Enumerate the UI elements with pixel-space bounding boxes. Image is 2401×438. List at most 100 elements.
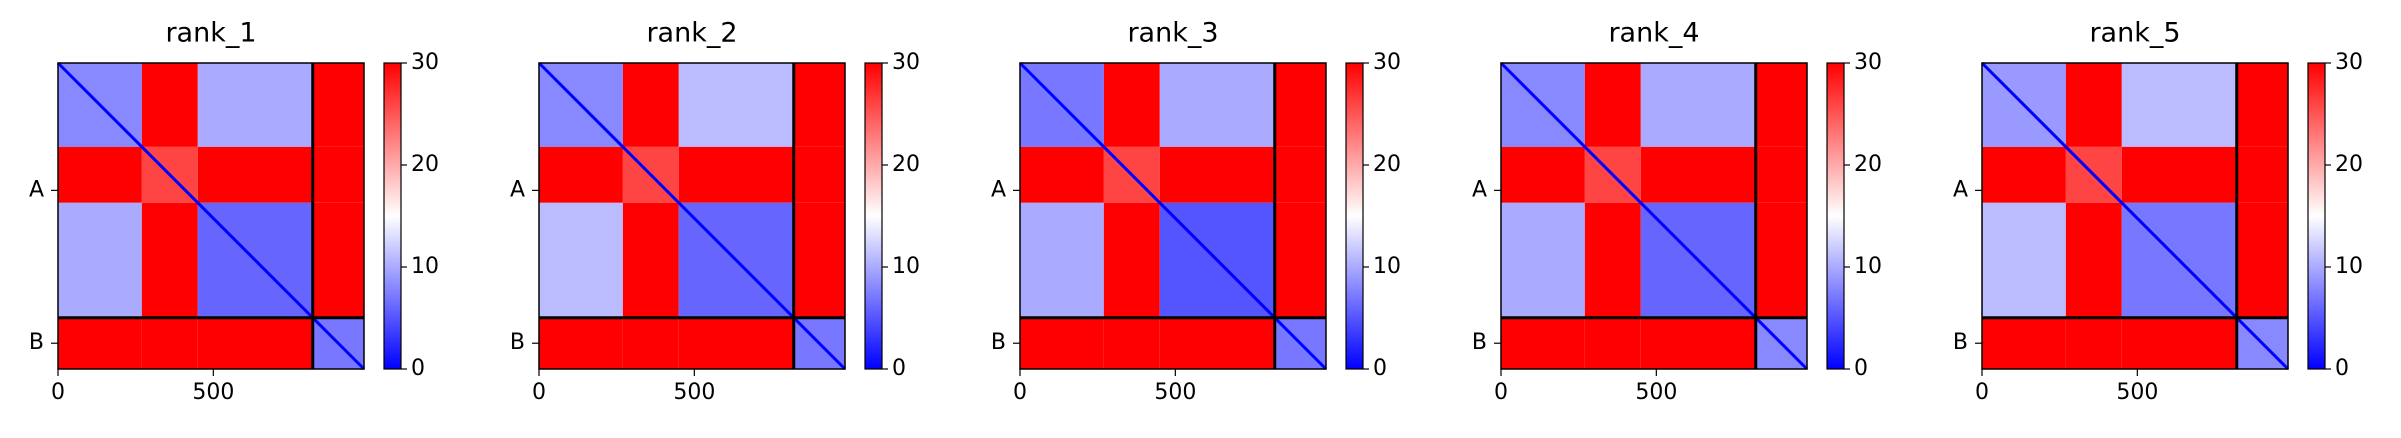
heatmap-cell	[1584, 63, 1641, 147]
heatmap-cell	[1982, 317, 2066, 369]
heatmap-cell	[2065, 317, 2122, 369]
y-tick-label: A	[29, 177, 44, 202]
heatmap-cell	[1584, 202, 1641, 318]
colorbar	[2307, 62, 2326, 370]
colorbar-tick-label: 10	[411, 254, 439, 279]
heatmap-cell	[1274, 146, 1326, 203]
colorbar	[864, 62, 883, 370]
heatmap-cell	[678, 146, 794, 203]
colorbar-tick-label: 10	[1854, 254, 1882, 279]
heatmap-cell	[678, 317, 794, 369]
colorbar-tick-label: 20	[2335, 152, 2363, 177]
y-tick-label: A	[1472, 177, 1487, 202]
colorbar-tick-label: 20	[1373, 152, 1401, 177]
heatmap-cell	[58, 317, 142, 369]
colorbar	[1345, 62, 1364, 370]
y-tick-label: A	[1953, 177, 1968, 202]
colorbar-tick-label: 20	[892, 152, 920, 177]
heatmap-cell	[1103, 63, 1160, 147]
y-tick-label: B	[29, 330, 44, 355]
heatmap-cell	[1584, 317, 1641, 369]
x-tick-label: 0	[532, 380, 546, 405]
colorbar	[383, 62, 402, 370]
heatmap-cell	[622, 317, 679, 369]
colorbar-tick-label: 20	[411, 152, 439, 177]
panel-title: rank_4	[1608, 18, 1699, 49]
heatmap-cell	[1755, 202, 1807, 318]
colorbar	[1826, 62, 1845, 370]
colorbar-tick-label: 30	[2335, 50, 2363, 75]
heatmap-cell	[1755, 63, 1807, 147]
x-tick-label: 0	[51, 380, 65, 405]
heatmap-cell	[141, 202, 198, 318]
heatmap-cell	[1640, 63, 1756, 147]
heatmap-cell	[141, 317, 198, 369]
heatmap-cell	[678, 63, 794, 147]
heatmap-cell	[793, 202, 845, 318]
heatmap-cell	[2065, 63, 2122, 147]
heatmap-cell	[539, 317, 623, 369]
heatmap-cell	[1501, 317, 1585, 369]
heatmap-cell	[622, 202, 679, 318]
heatmap-cell	[2121, 317, 2237, 369]
colorbar-tick-label: 10	[892, 254, 920, 279]
y-tick-label: B	[1953, 330, 1968, 355]
x-tick-label: 500	[673, 380, 715, 405]
heatmap-cell	[2236, 63, 2288, 147]
colorbar-tick-label: 0	[2335, 356, 2349, 381]
x-tick-label: 500	[2116, 380, 2158, 405]
x-tick-label: 500	[1154, 380, 1196, 405]
frame	[1981, 62, 2289, 370]
heatmap-cell	[312, 63, 364, 147]
heatmap-cell	[1020, 146, 1104, 203]
frame	[538, 62, 846, 370]
heatmap-cell	[1640, 146, 1756, 203]
heatmap-cell	[622, 63, 679, 147]
heatmap-cell	[197, 63, 313, 147]
heatmap-cell	[58, 146, 142, 203]
colorbar-tick-label: 0	[1373, 356, 1387, 381]
heatmap-cell	[793, 63, 845, 147]
colorbar-tick-label: 0	[1854, 356, 1868, 381]
y-tick-label: A	[991, 177, 1006, 202]
heatmap-cell	[1103, 202, 1160, 318]
frame	[57, 62, 365, 370]
heatmap-cell	[1020, 202, 1104, 318]
colorbar-tick-label: 30	[1373, 50, 1401, 75]
colorbar-tick-label: 10	[1373, 254, 1401, 279]
y-tick-label: B	[991, 330, 1006, 355]
heatmap-cell	[1501, 202, 1585, 318]
colorbar-tick-label: 0	[892, 356, 906, 381]
x-tick-label: 500	[1635, 380, 1677, 405]
colorbar-tick-label: 0	[411, 356, 425, 381]
heatmap-cell	[1020, 317, 1104, 369]
heatmap-cell	[312, 146, 364, 203]
heatmap-cell	[2236, 202, 2288, 318]
panel-title: rank_1	[165, 18, 256, 49]
panel-title: rank_2	[646, 18, 737, 49]
colorbar-tick-label: 30	[411, 50, 439, 75]
heatmap-cell	[1982, 202, 2066, 318]
x-tick-label: 0	[1013, 380, 1027, 405]
heatmap-cell	[1159, 317, 1275, 369]
y-tick-label: B	[1472, 330, 1487, 355]
heatmap-cell	[1501, 146, 1585, 203]
heatmap-cell	[141, 63, 198, 147]
heatmap-cell	[539, 202, 623, 318]
heatmap-cell	[539, 146, 623, 203]
heatmap-cell	[2065, 202, 2122, 318]
heatmap-cell	[1274, 202, 1326, 318]
heatmap-cell	[1159, 146, 1275, 203]
heatmap-cell	[1274, 63, 1326, 147]
heatmap-cell	[1755, 146, 1807, 203]
frame	[1019, 62, 1327, 370]
heatmap-cell	[312, 202, 364, 318]
x-tick-label: 500	[192, 380, 234, 405]
x-tick-label: 0	[1494, 380, 1508, 405]
heatmap-cell	[197, 146, 313, 203]
x-tick-label: 0	[1975, 380, 1989, 405]
panel-title: rank_3	[1127, 18, 1218, 49]
heatmap-cell	[2236, 146, 2288, 203]
panel-title: rank_5	[2089, 18, 2180, 49]
heatmap-cell	[1103, 317, 1160, 369]
